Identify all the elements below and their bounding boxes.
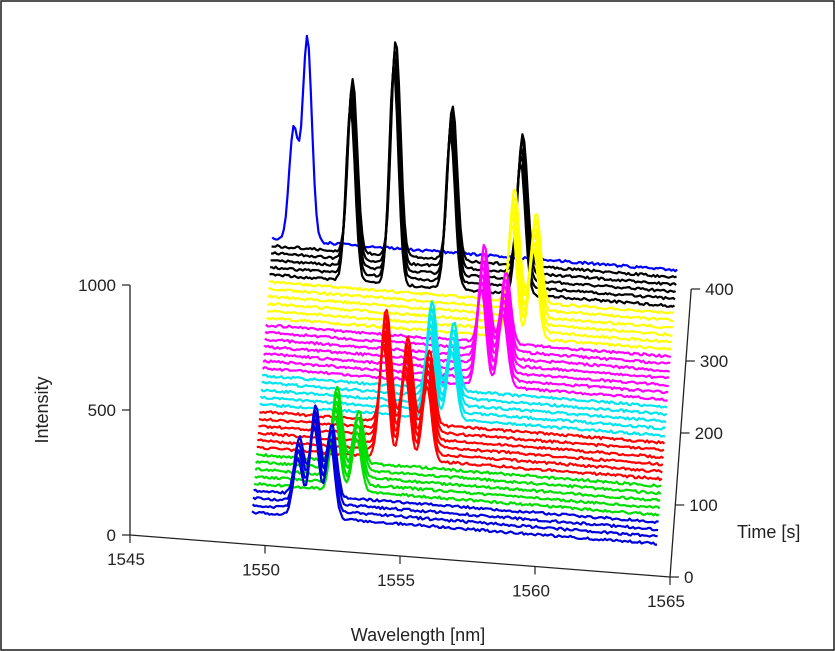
spectrum-trace — [266, 216, 673, 344]
spectrum-trace — [269, 71, 676, 308]
spectrum-trace — [258, 322, 665, 459]
x-axis-title: Wavelength [nm] — [351, 625, 485, 645]
spectrum-trace — [259, 323, 666, 431]
spectrum-trace — [264, 260, 671, 373]
spectrum-trace — [268, 188, 674, 315]
spectrum-trace — [263, 265, 670, 380]
x-tick-label: 1550 — [242, 561, 280, 580]
x-tick-label: 1545 — [107, 550, 145, 569]
y-tick-label: 500 — [88, 401, 116, 420]
x-tick-label: 1555 — [377, 571, 415, 590]
spectrum-trace — [268, 196, 674, 323]
spectrum-trace — [262, 281, 669, 395]
time-tick-label: 200 — [695, 424, 723, 443]
spectrum-trace — [270, 56, 677, 294]
time-tick-label: 0 — [684, 568, 693, 587]
spectrum-trace — [261, 300, 668, 409]
spectrum-trace — [251, 416, 658, 538]
spectrum-trace — [253, 415, 660, 517]
spectrum-trace — [271, 41, 677, 279]
x-tick-label: 1560 — [512, 582, 550, 601]
y-axis-title: Intensity — [32, 376, 52, 443]
spectrum-trace — [258, 314, 665, 452]
time-tick-label: 100 — [689, 496, 717, 515]
spectrum-trace — [257, 336, 663, 474]
spectrum-trace — [271, 34, 678, 273]
time-axis-title: Time [s] — [737, 522, 800, 542]
spectrum-trace — [261, 289, 668, 402]
spectrum-trace — [251, 424, 657, 546]
spectrum-trace — [261, 307, 668, 417]
spectrum-trace — [265, 243, 672, 359]
spectrum-trace — [256, 344, 663, 482]
spectrum-trace — [252, 409, 659, 532]
spectrum-trace — [269, 65, 676, 301]
y-tick-label: 1000 — [78, 276, 116, 295]
time-tick-label: 400 — [705, 280, 733, 299]
spectrum-trace — [267, 202, 674, 330]
spectrum-trace — [264, 252, 671, 365]
y-tick-label: 0 — [107, 526, 116, 545]
spectrum-trace — [266, 224, 673, 351]
spectrum-trace — [260, 313, 667, 424]
spectrum-trace — [263, 273, 669, 388]
spectrum-trace — [259, 329, 666, 438]
spectrum-trace — [257, 330, 664, 467]
spectrum-trace — [259, 308, 666, 445]
spectrum-trace — [267, 210, 673, 337]
time-tick-label: 300 — [700, 352, 728, 371]
spectrum-trace — [253, 404, 659, 524]
x-tick-label: 1565 — [647, 592, 685, 611]
spectrum-trace — [271, 50, 677, 287]
